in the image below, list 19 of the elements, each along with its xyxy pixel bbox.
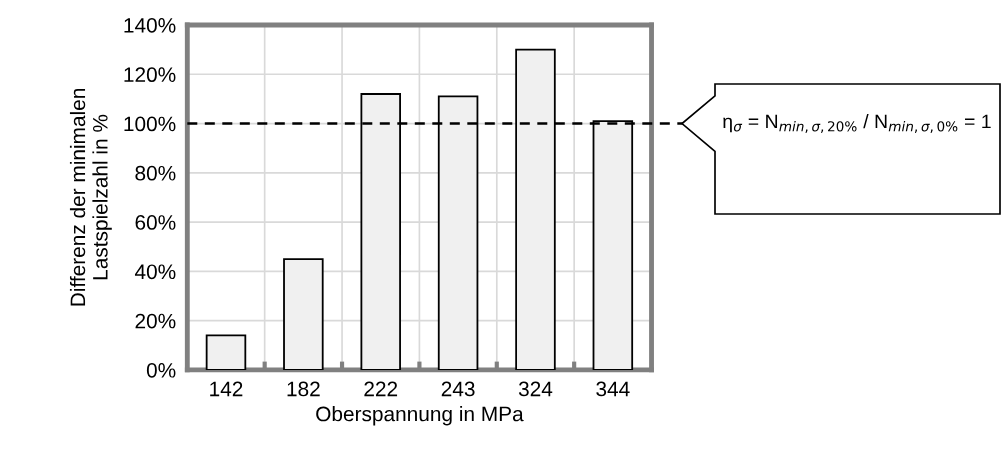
- y-axis-title: Differenz der minimalen Lastspielzahl in %: [69, 89, 112, 306]
- x-tick-label: 222: [364, 381, 398, 397]
- bar: [283, 258, 324, 370]
- y-tick-label: 100%: [124, 116, 176, 132]
- y-tick-label: 0%: [146, 362, 176, 378]
- y-tick-label: 20%: [135, 313, 176, 329]
- y-tick-label: 80%: [135, 165, 176, 181]
- x-tick-label: 344: [596, 381, 630, 397]
- text: η$_{σ}$ = N$_{min,σ,20%}$ / N$_{min,σ,0%}$ = 1: [723, 114, 991, 133]
- x-tick-label: 324: [518, 381, 553, 397]
- y-tick-label: 40%: [134, 264, 176, 280]
- y-tick-label: 60%: [135, 215, 176, 230]
- x-tick-label: 142: [210, 381, 243, 397]
- x-axis-title: Oberspannung in MPa: [316, 406, 524, 426]
- x-tick-label: 243: [441, 381, 475, 397]
- y-tick-label: 120%: [124, 67, 176, 83]
- y-tick-label: 140%: [124, 18, 176, 33]
- bar: [205, 334, 247, 370]
- x-tick-label: 182: [287, 381, 320, 397]
